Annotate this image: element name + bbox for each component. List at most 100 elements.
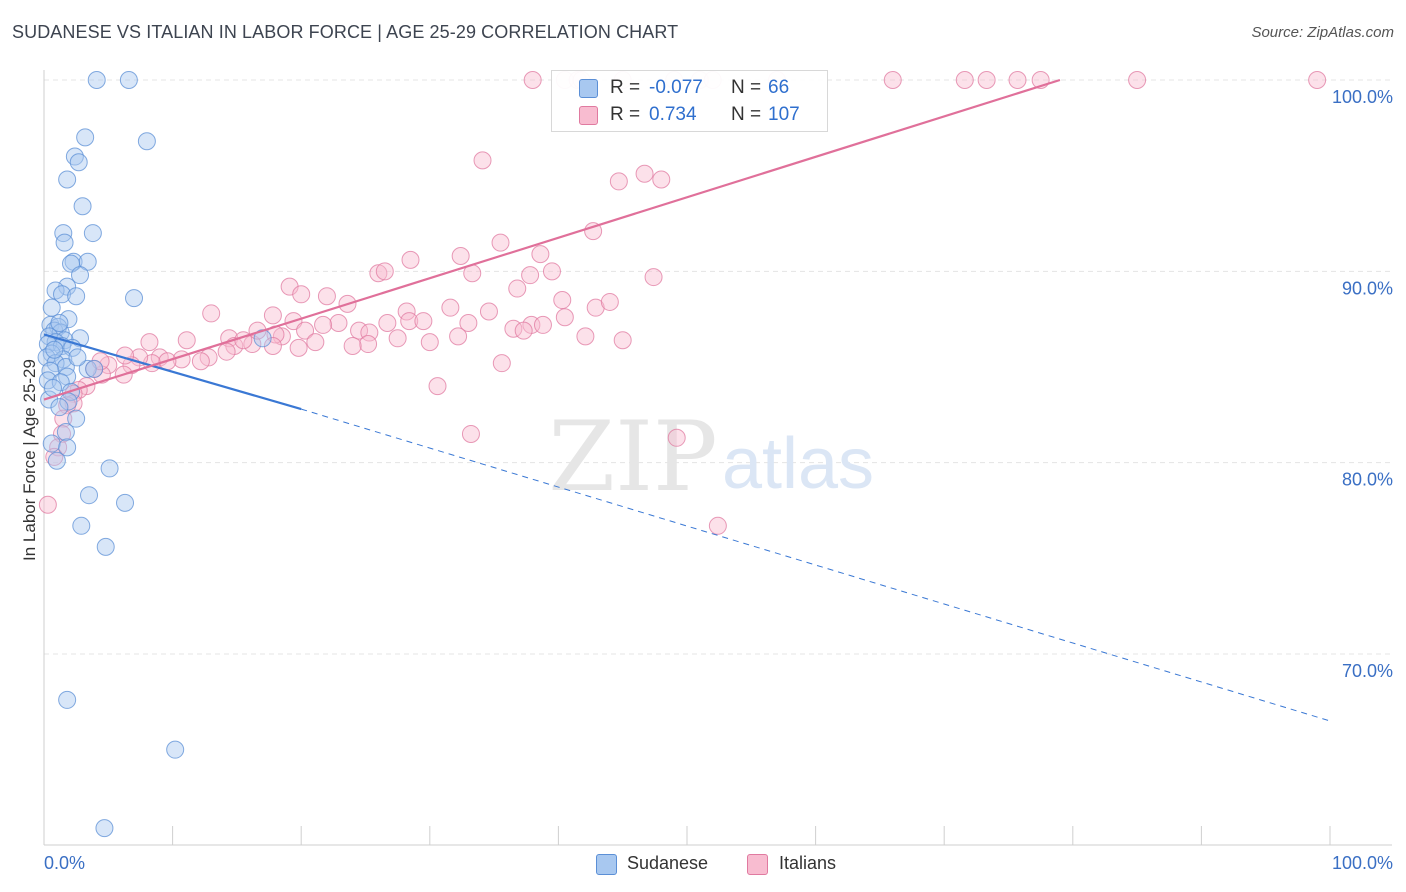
italians-point xyxy=(451,247,470,266)
italians-point xyxy=(492,354,511,373)
italians-point xyxy=(359,335,378,354)
sudanese-point xyxy=(68,348,87,367)
italians-point xyxy=(292,285,311,304)
watermark-zip: ZIP xyxy=(548,401,717,513)
sudanese-point xyxy=(166,740,185,759)
italians-point xyxy=(401,250,420,269)
x-tick-label-left: 0.0% xyxy=(44,853,85,873)
sudanese-point xyxy=(73,197,92,216)
x-tick-label-right: 100.0% xyxy=(1332,853,1393,873)
italians-point xyxy=(609,172,628,191)
italians-point xyxy=(955,71,974,89)
italians-point xyxy=(459,313,478,332)
n-value: 107 xyxy=(768,104,800,125)
italians-point xyxy=(388,329,407,348)
sudanese-point xyxy=(67,409,86,428)
sudanese-point xyxy=(96,537,115,556)
italians-point xyxy=(428,377,447,396)
sudanese-point xyxy=(100,459,119,478)
r-label: R = xyxy=(610,104,641,125)
italians-point xyxy=(360,323,379,342)
italians-point xyxy=(508,279,527,298)
italians-point xyxy=(635,164,654,183)
watermark-atlas: atlas xyxy=(722,424,874,504)
italians-point xyxy=(521,266,540,285)
italians-point xyxy=(644,268,663,287)
italians-point xyxy=(272,327,291,346)
sudanese-points xyxy=(37,71,272,838)
italians-point xyxy=(375,262,394,281)
sudanese-point xyxy=(83,224,102,243)
sudanese-point xyxy=(58,170,77,189)
chart-title: SUDANESE VS ITALIAN IN LABOR FORCE | AGE… xyxy=(12,22,679,42)
italians-point xyxy=(317,287,336,306)
trend-lines xyxy=(43,78,1331,722)
sudanese-point xyxy=(119,71,138,89)
legend-label-sudanese: Sudanese xyxy=(627,853,709,873)
italians-point xyxy=(479,302,498,321)
italians-point xyxy=(140,333,159,352)
italians-point xyxy=(414,312,433,331)
sudanese-point xyxy=(54,224,73,243)
legend-swatch-sudanese xyxy=(579,79,598,98)
sudanese-point xyxy=(42,434,61,453)
sudanese-point xyxy=(95,819,114,838)
sudanese-trend-extension xyxy=(301,408,1331,722)
r-label: R = xyxy=(610,77,641,98)
sudanese-point xyxy=(47,451,66,470)
sudanese-point xyxy=(72,516,91,535)
italians-point xyxy=(38,495,57,514)
italians-point xyxy=(977,71,996,89)
y-tick-label-70: 70.0% xyxy=(1342,661,1393,681)
sudanese-point xyxy=(58,690,77,709)
italians-point xyxy=(576,327,595,346)
r-value: 0.734 xyxy=(649,104,697,125)
legend-row-sudanese: R = -0.077 N = 66 xyxy=(552,75,827,101)
italians-point xyxy=(263,336,282,355)
italians-point xyxy=(555,308,574,327)
italians-point xyxy=(306,333,325,352)
n-value: 66 xyxy=(768,77,790,98)
y-tick-label-80: 80.0% xyxy=(1342,470,1393,490)
y-axis-label: In Labor Force | Age 25-29 xyxy=(20,359,39,561)
italians-point xyxy=(263,306,282,325)
italians-point xyxy=(533,315,552,334)
italians-point xyxy=(449,327,468,346)
source-label: Source: ZipAtlas.com xyxy=(1251,24,1394,41)
italians-point xyxy=(54,409,73,428)
italians-point xyxy=(667,428,686,447)
italians-point xyxy=(708,516,727,535)
sudanese-point xyxy=(50,398,69,417)
n-label: N = xyxy=(731,104,762,125)
italians-point xyxy=(378,313,397,332)
italians-point xyxy=(296,321,315,340)
italians-point xyxy=(531,245,550,264)
legend-label-italians: Italians xyxy=(779,853,837,873)
italians-point xyxy=(514,321,533,340)
italians-point xyxy=(461,424,480,443)
italians-point xyxy=(600,292,619,311)
sudanese-point xyxy=(80,486,99,505)
sudanese-point xyxy=(78,359,97,378)
italians-point xyxy=(542,262,561,281)
italians-point xyxy=(243,335,262,354)
legend-swatch-italians xyxy=(579,106,598,125)
italians-point xyxy=(491,233,510,252)
sudanese-point xyxy=(125,289,144,308)
italians-trend-line xyxy=(43,78,1061,401)
italians-point xyxy=(473,151,492,170)
italians-point xyxy=(217,342,236,361)
axes xyxy=(43,70,1392,846)
italians-point xyxy=(1308,71,1327,89)
legend-swatch-italians xyxy=(747,854,768,875)
italians-point xyxy=(202,304,221,323)
italians-point xyxy=(553,291,572,310)
sudanese-point xyxy=(42,298,61,317)
italians-point xyxy=(652,170,671,189)
n-label: N = xyxy=(731,77,762,98)
sudanese-point xyxy=(56,423,75,442)
italians-point xyxy=(584,222,603,241)
sudanese-point xyxy=(71,266,90,285)
sudanese-point xyxy=(58,438,77,457)
